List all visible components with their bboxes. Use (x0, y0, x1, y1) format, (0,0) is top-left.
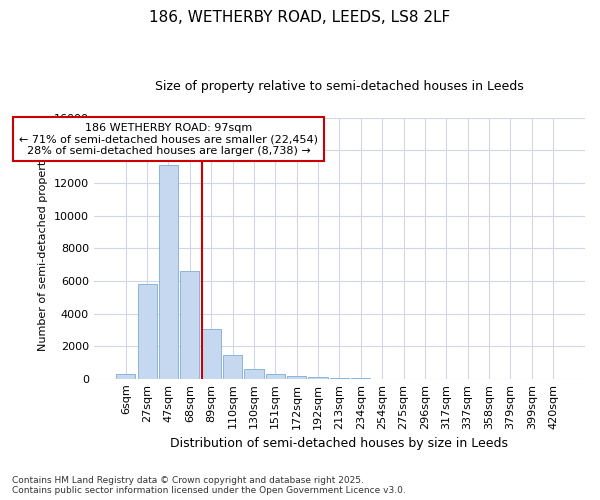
Text: 186, WETHERBY ROAD, LEEDS, LS8 2LF: 186, WETHERBY ROAD, LEEDS, LS8 2LF (149, 10, 451, 25)
Bar (308, 377, 328, 379)
Bar (159, 165, 178, 379)
Text: 186 WETHERBY ROAD: 97sqm
← 71% of semi-detached houses are smaller (22,454)
28% : 186 WETHERBY ROAD: 97sqm ← 71% of semi-d… (19, 122, 318, 156)
Bar (180, 271, 199, 379)
Y-axis label: Number of semi-detached properties: Number of semi-detached properties (38, 146, 48, 352)
Bar (244, 370, 263, 379)
Bar (330, 378, 349, 379)
X-axis label: Distribution of semi-detached houses by size in Leeds: Distribution of semi-detached houses by … (170, 437, 508, 450)
Bar (116, 374, 136, 379)
Text: Contains HM Land Registry data © Crown copyright and database right 2025.
Contai: Contains HM Land Registry data © Crown c… (12, 476, 406, 495)
Bar (287, 376, 306, 379)
Bar (202, 329, 221, 379)
Bar (266, 374, 285, 379)
Bar (223, 354, 242, 379)
Bar (137, 284, 157, 379)
Title: Size of property relative to semi-detached houses in Leeds: Size of property relative to semi-detach… (155, 80, 524, 93)
